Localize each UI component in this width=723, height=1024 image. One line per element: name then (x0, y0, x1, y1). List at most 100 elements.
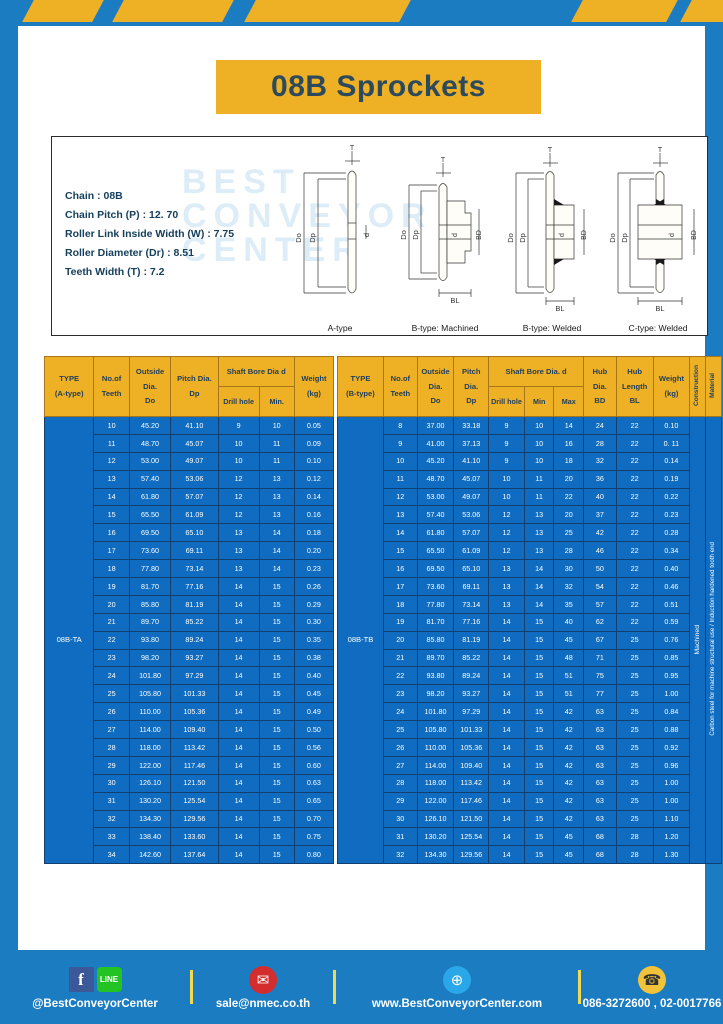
table-cell: 14 (488, 773, 525, 793)
table-cell: 15 (523, 827, 555, 847)
table-cell: 24 (93, 666, 130, 686)
header-hub-length-b: Hub Length BL (615, 356, 654, 417)
figure-c-welded: T (608, 143, 707, 335)
table-cell: 14 (258, 523, 295, 543)
footer-phone-group[interactable]: ☎ 086-3272600 , 02-0017766 (581, 965, 723, 1010)
table-cell: 15 (523, 738, 555, 757)
table-cell: 10 (217, 433, 260, 453)
table-cell: 0.95 (652, 666, 691, 686)
table-cell: 42 (553, 755, 585, 775)
table-cell: 30 (382, 809, 418, 829)
table-cell: 0.75 (293, 827, 335, 847)
footer-social-handle: @BestConveyorCenter (32, 997, 158, 1010)
footer-social-group[interactable]: f LINE @BestConveyorCenter (0, 965, 190, 1010)
table-cell: 42 (583, 523, 617, 543)
table-cell: 15 (523, 791, 555, 811)
table-cell: 14 (258, 541, 295, 561)
line-icon[interactable]: LINE (96, 967, 122, 992)
table-cell: 0.60 (293, 755, 335, 775)
table-cell: 51 (553, 684, 585, 704)
footer-divider-2 (333, 970, 336, 1004)
table-cell: 22 (615, 541, 654, 561)
table-cell: 0.51 (652, 594, 691, 614)
table-cell: 12 (382, 487, 418, 507)
header-weight-a: Weight (kg) (293, 356, 335, 417)
table-cell: 0.56 (293, 738, 335, 757)
page-title-banner: 08B Sprockets (216, 60, 541, 114)
table-cell: 22 (615, 487, 654, 507)
table-b-header-row-2: Drill hole Min Max (338, 386, 722, 417)
table-cell: 12 (93, 451, 130, 471)
table-cell: 63 (583, 791, 617, 811)
header-drill-hole-b: Drill hole (488, 386, 525, 417)
table-cell: 14 (217, 648, 260, 668)
header-drill-hole-a: Drill hole (217, 386, 260, 417)
table-cell: 15 (258, 594, 295, 614)
table-cell: 10 (488, 487, 525, 507)
table-cell: 101.33 (170, 684, 219, 704)
table-cell: 113.42 (170, 738, 219, 757)
table-cell: 14 (523, 577, 555, 596)
table-cell: 57.40 (128, 469, 172, 489)
table-cell: 137.64 (170, 845, 219, 865)
table-cell: 22 (553, 487, 585, 507)
footer-website-group[interactable]: ⊕ www.BestConveyorCenter.com (336, 965, 578, 1010)
table-cell: 13 (523, 523, 555, 543)
table-cell: 10 (93, 416, 130, 435)
table-cell: 14 (382, 523, 418, 543)
table-cell: 14 (488, 755, 525, 775)
table-cell: 1.30 (652, 845, 691, 865)
table-cell: 68 (583, 827, 617, 847)
table-row: 9 41.00 37.13 9 10 16 28 22 0. 11 (338, 433, 722, 453)
table-cell: 28 (382, 773, 418, 793)
table-cell: 77.16 (170, 577, 219, 596)
footer-website-icons: ⊕ (443, 965, 471, 995)
table-cell: 14 (488, 720, 525, 740)
table-cell: 12 (488, 523, 525, 543)
table-row: 28 118.00 113.42 14 15 0.56 (45, 738, 335, 757)
table-row: 08B-TA 10 45.20 41.10 9 10 0.05 (43, 415, 335, 865)
table-cell: 0.18 (293, 523, 335, 543)
spec-line-width: Roller Link Inside Width (W) : 7.75 (65, 228, 235, 240)
table-cell: 15 (523, 612, 555, 632)
table-cell: 63 (583, 720, 617, 740)
table-row: 26 110.00 105.36 14 15 42 63 25 0.92 (338, 738, 722, 757)
table-cell: 10 (523, 416, 555, 435)
c-welded-drawing-icon: T (608, 147, 698, 313)
table-a-head: TYPE (A-type) No.of Teeth (43, 356, 335, 417)
footer-email-group[interactable]: ✉ sale@nmec.co.th (193, 965, 333, 1010)
header-bore-group-a: Shaft Bore Dia d (217, 356, 295, 387)
table-cell: 63 (583, 755, 617, 775)
table-cell: 14 (217, 791, 260, 811)
table-cell: 0.50 (293, 720, 335, 740)
table-cell: 11 (382, 469, 418, 489)
table-cell: 14 (217, 612, 260, 632)
footer-social-icons: f LINE (68, 965, 122, 995)
table-cell: 121.50 (453, 809, 490, 829)
table-cell: 11 (523, 487, 555, 507)
table-cell: 1.10 (652, 809, 691, 829)
facebook-icon[interactable]: f (68, 967, 94, 992)
footer-phone-icons: ☎ (638, 965, 666, 995)
table-cell: 48 (553, 648, 585, 668)
phone-icon[interactable]: ☎ (638, 965, 666, 994)
table-cell: 26 (382, 738, 418, 757)
footer-divider-3 (578, 970, 581, 1004)
table-cell: 63 (583, 702, 617, 722)
table-cell: 14 (217, 684, 260, 704)
table-cell: 138.40 (128, 827, 172, 847)
table-row: 34 142.60 137.64 14 15 0.80 (45, 845, 335, 865)
table-cell: 15 (523, 630, 555, 650)
table-cell: 142.60 (128, 845, 172, 865)
table-cell: 101.33 (453, 720, 490, 740)
globe-icon[interactable]: ⊕ (443, 965, 471, 994)
table-cell: 33 (93, 827, 130, 847)
table-cell: 0.45 (293, 684, 335, 704)
table-cell: 36 (583, 469, 617, 489)
table-cell: 37.00 (416, 416, 455, 435)
mail-icon[interactable]: ✉ (249, 965, 277, 994)
table-cell: 14 (217, 630, 260, 650)
table-cell: 14 (217, 702, 260, 722)
table-cell: 12 (217, 505, 260, 525)
table-cell: 25 (615, 755, 654, 775)
